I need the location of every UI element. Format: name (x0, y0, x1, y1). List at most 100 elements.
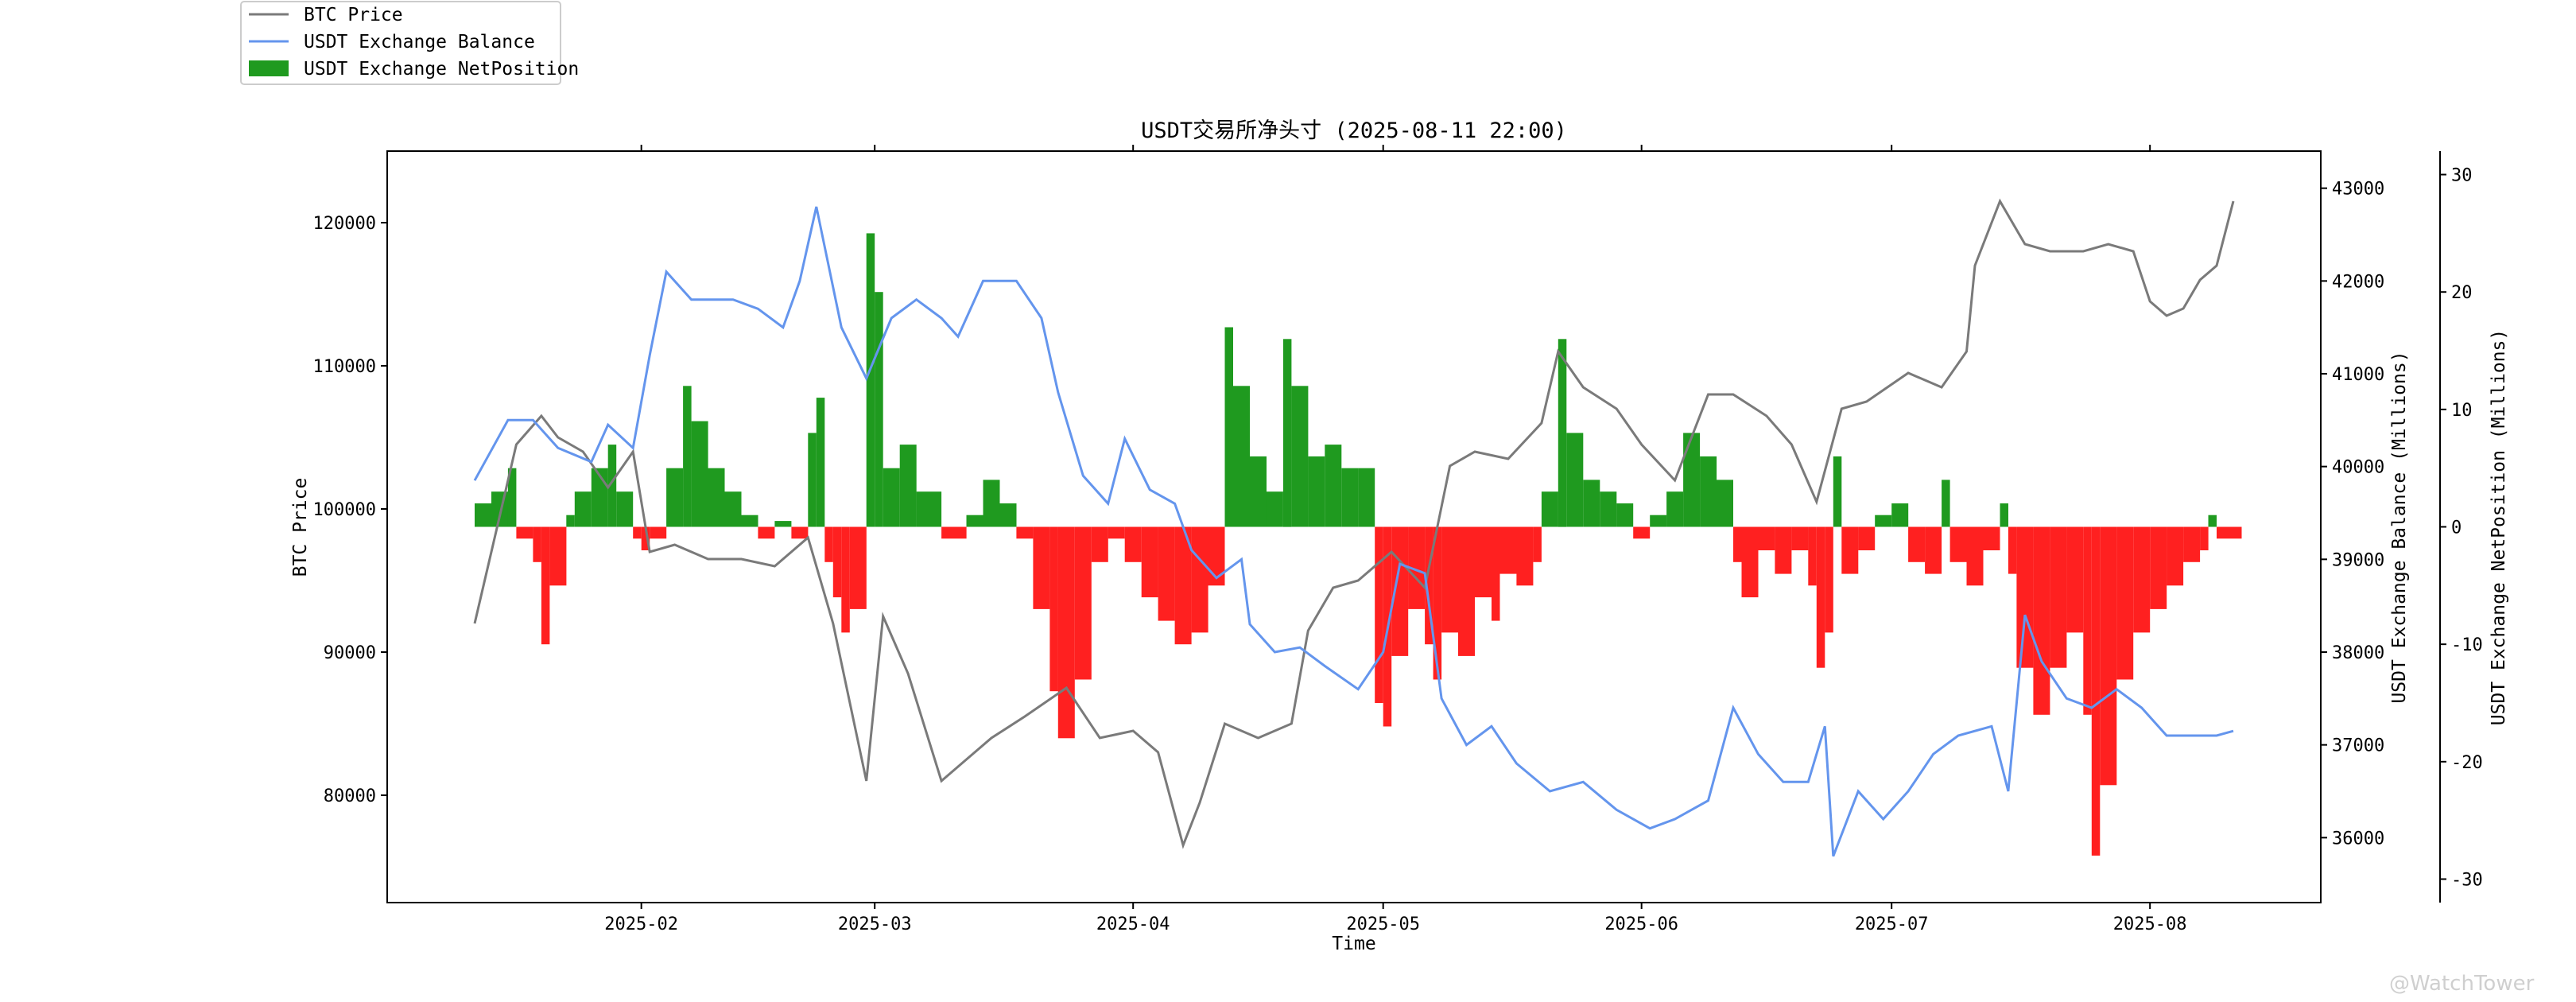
net-position-bar (2050, 526, 2067, 668)
net-position-bar (2200, 526, 2209, 550)
chart-title: USDT交易所净头寸 (2025-08-11 22:00) (1141, 118, 1567, 143)
net-position-bar (1174, 526, 1192, 645)
net-position-bar (683, 386, 692, 527)
net-position-bar (849, 526, 867, 609)
x-tick-label: 2025-08 (2113, 915, 2187, 934)
net-position-bar (2183, 526, 2201, 562)
net-position-bar (2008, 526, 2017, 574)
net-position-bar (566, 515, 575, 527)
right-tick-label: 36000 (2332, 829, 2384, 849)
x-axis-ticks: 2025-02 2025-03 2025-04 2025-05 2025-06 2025-… (604, 145, 2187, 934)
net-position-bar (1291, 386, 1309, 527)
watermark: @WatchTower (2389, 972, 2535, 996)
net-position-bar (1049, 526, 1058, 692)
net-position-bar (1733, 526, 1742, 562)
net-position-bar (1375, 526, 1383, 703)
net-position-bar (866, 233, 875, 527)
net-position-bar (2016, 526, 2034, 668)
right2-axis-label: USDT Exchange NetPosition (Millions) (2489, 329, 2509, 726)
net-position-bar (1475, 526, 1492, 598)
net-position-bar (883, 468, 900, 527)
net-position-bar (1717, 480, 1733, 527)
net-position-bar (2033, 526, 2050, 715)
net-position-bar (1308, 456, 1325, 527)
right-tick-label: 42000 (2332, 272, 2384, 292)
net-position-bar (1458, 526, 1475, 656)
left-tick-label: 120000 (313, 214, 376, 234)
right2-tick-label: -10 (2451, 635, 2483, 655)
right-tick-label: 37000 (2332, 736, 2384, 756)
net-position-bar (1533, 526, 1542, 562)
right2-tick-label: 0 (2451, 518, 2462, 538)
net-position-bar (2091, 526, 2101, 856)
net-position-bar (2208, 515, 2217, 527)
net-position-bar (1758, 526, 1775, 550)
net-position-bar (1566, 433, 1584, 527)
net-position-bar (1033, 526, 1050, 609)
net-position-bar (541, 526, 550, 645)
net-position-bar (1124, 526, 1142, 562)
net-position-bar (1091, 526, 1108, 562)
net-position-bar (1541, 491, 1558, 527)
net-position-bar (641, 526, 650, 550)
net-position-bar (2150, 526, 2167, 609)
net-position-bar (1666, 491, 1684, 527)
net-position-bar (1875, 515, 1892, 527)
net-position-bar (1108, 526, 1125, 539)
net-position-bar (650, 526, 667, 539)
net-position-bar (1908, 526, 1926, 562)
legend-box (240, 1, 561, 85)
net-position-bar (2083, 526, 2092, 715)
net-position-bar (1983, 526, 2000, 550)
legend-balance-label: USDT Exchange Balance (304, 32, 535, 52)
net-position-bar (666, 468, 684, 527)
x-axis-label: Time (1332, 934, 1375, 954)
net-position-bar (1741, 526, 1759, 598)
net-position-bar (2133, 526, 2151, 633)
net-position-bar (1791, 526, 1809, 550)
net-position-bar (1191, 526, 1208, 633)
legend-netposition-swatch (249, 60, 289, 76)
net-position-bar (1816, 526, 1825, 668)
net-position-bar (1516, 526, 1534, 586)
net-position-bar (2217, 526, 2233, 539)
x-tick-label: 2025-04 (1096, 915, 1170, 934)
net-position-bar (966, 515, 983, 527)
x-tick-label: 2025-06 (1604, 915, 1678, 934)
left-tick-label: 90000 (324, 643, 376, 663)
net-position-bar (741, 515, 758, 527)
net-position-bar (1441, 526, 1459, 633)
net-position-bar (816, 398, 825, 527)
plot-frame (386, 150, 2322, 903)
net-position-bar (875, 292, 883, 527)
net-position-bar (1499, 526, 1517, 574)
net-position-bar (574, 491, 592, 527)
net-position-bar (549, 526, 567, 586)
net-position-bar (2167, 526, 2184, 586)
net-position-bar (2000, 503, 2008, 527)
net-position-bar (1433, 526, 1442, 680)
net-position-bar (1057, 526, 1075, 739)
net-position-bar (808, 433, 817, 527)
net-position-bar (1158, 526, 1175, 621)
net-position-bar (1942, 480, 1950, 527)
net-position-bar (1633, 526, 1651, 539)
net-position-bar (507, 468, 517, 527)
left-tick-label: 110000 (313, 357, 376, 377)
x-tick-label: 2025-05 (1346, 915, 1420, 934)
net-position-bar (607, 445, 617, 527)
net-position-bar (691, 421, 708, 527)
net-position-bar (1341, 468, 1359, 527)
legend-btc-label: BTC Price (304, 5, 403, 25)
right2-tick-label: 20 (2451, 283, 2473, 303)
net-position-bar (1949, 526, 1967, 562)
net-position-bar (2100, 526, 2117, 786)
net-position-bar (1224, 327, 1233, 527)
net-position-bar (491, 491, 508, 527)
net-position-bar (758, 526, 775, 539)
net-position-bar (633, 526, 642, 539)
net-position-bar (1016, 526, 1034, 539)
net-position-bar (1683, 433, 1701, 527)
net-position-bar (1282, 339, 1292, 527)
right2-axis-ticks: -30 -20 -10 0 10 20 30 (2440, 166, 2483, 890)
